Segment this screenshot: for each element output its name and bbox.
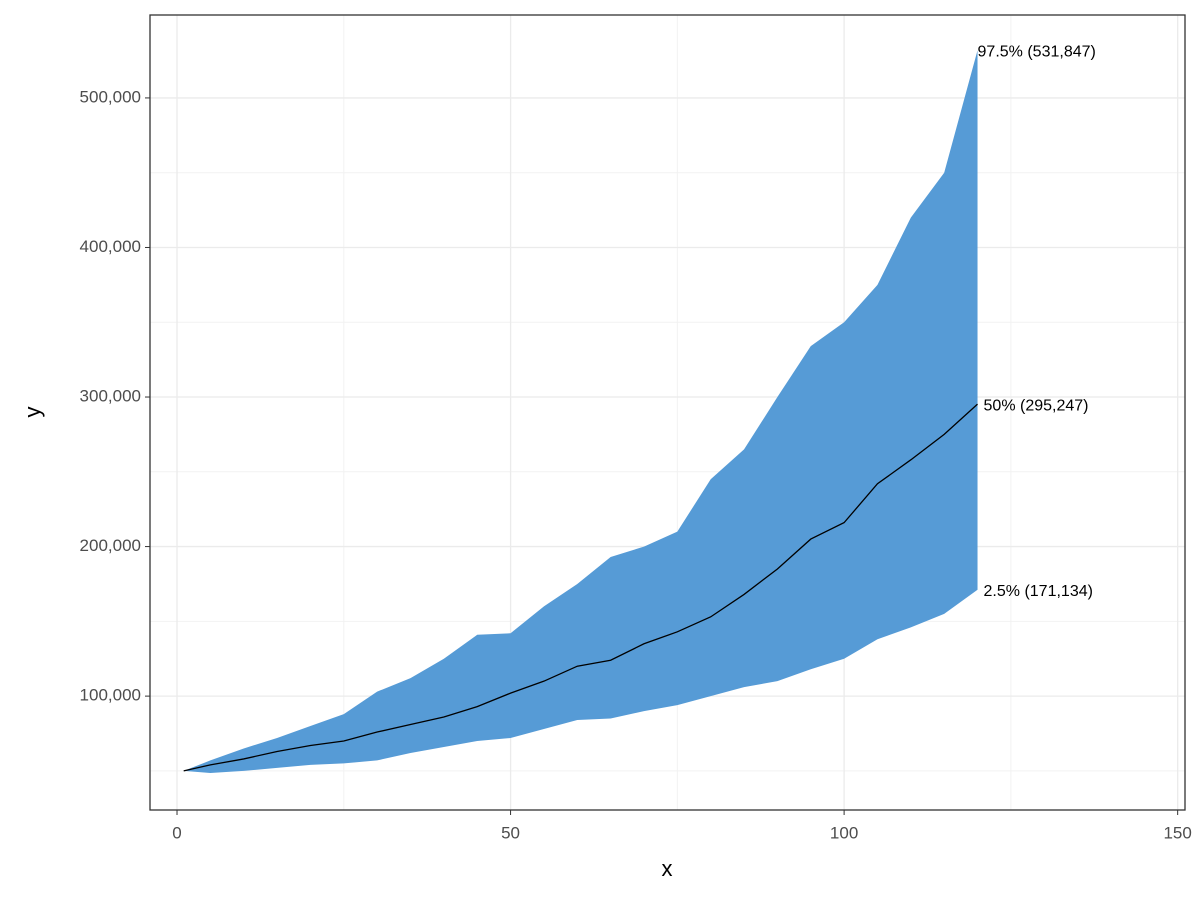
- y-tick-label: 300,000: [80, 387, 141, 406]
- annotation: 2.5% (171,134): [984, 583, 1093, 600]
- y-tick-label: 200,000: [80, 536, 141, 555]
- x-axis-title: x: [662, 856, 673, 881]
- ribbon: [183, 50, 978, 773]
- y-tick-label: 500,000: [80, 87, 141, 106]
- annotation: 97.5% (531,847): [978, 44, 1096, 61]
- annotation: 50% (295,247): [984, 397, 1089, 414]
- y-tick-label: 400,000: [80, 237, 141, 256]
- y-tick-label: 100,000: [80, 686, 141, 705]
- x-tick-label: 50: [501, 823, 520, 842]
- x-tick-label: 100: [830, 823, 858, 842]
- x-tick-label: 0: [172, 823, 181, 842]
- panel-border: [149, 14, 1186, 811]
- median-line: [183, 403, 978, 772]
- x-tick-label: 150: [1163, 823, 1191, 842]
- y-axis-title: y: [20, 407, 45, 418]
